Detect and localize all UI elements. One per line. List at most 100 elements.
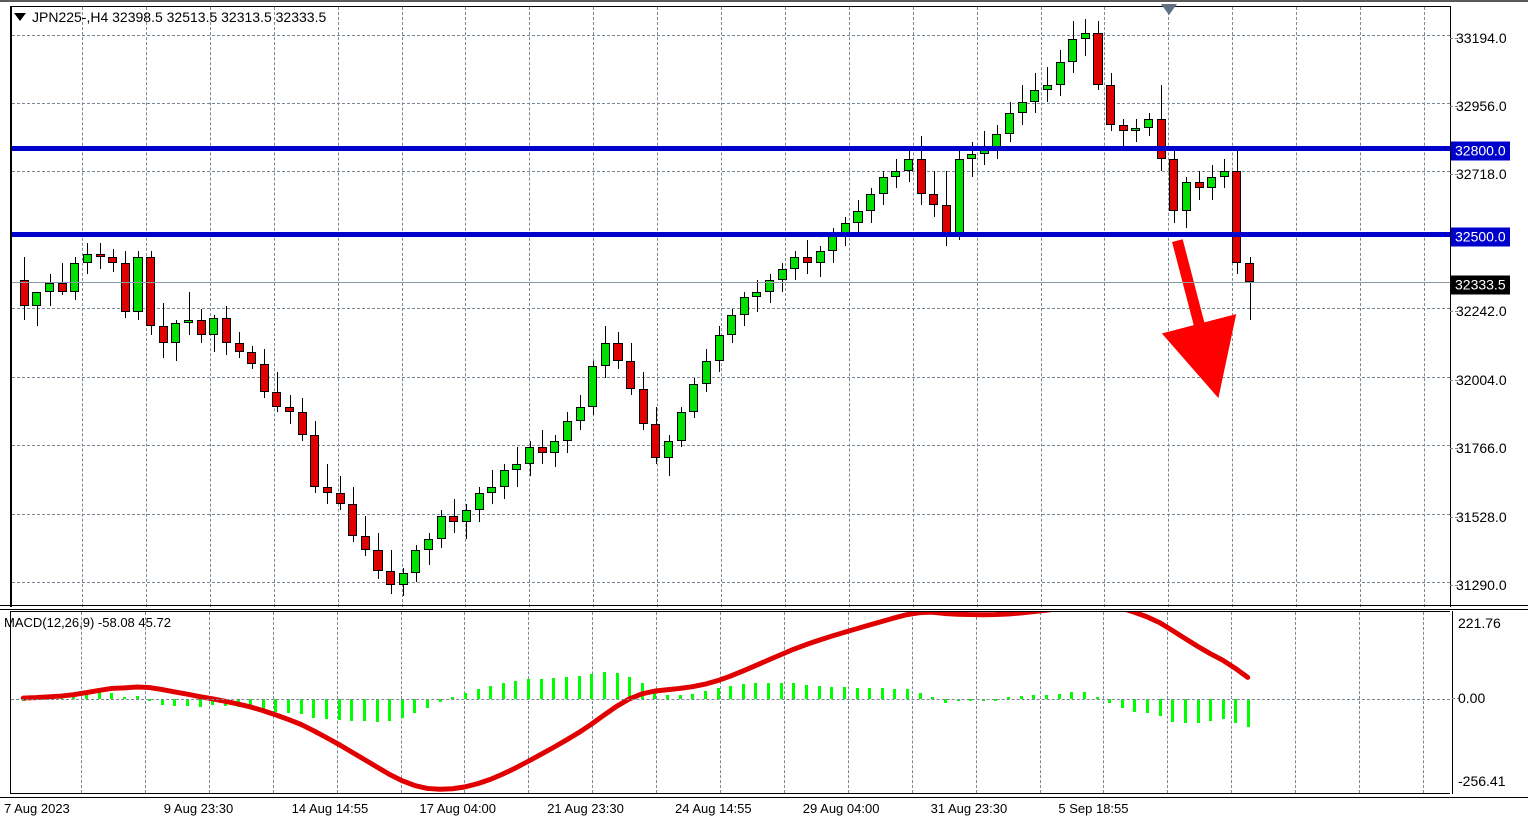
candle-body[interactable] <box>777 268 787 281</box>
candle-body[interactable] <box>1106 84 1116 125</box>
candle-body[interactable] <box>146 257 156 327</box>
candle-body[interactable] <box>954 159 964 235</box>
candle-body[interactable] <box>183 320 194 324</box>
candle-body[interactable] <box>82 254 93 263</box>
candle-body[interactable] <box>272 392 282 407</box>
candle-body[interactable] <box>297 412 307 436</box>
macd-plot-area[interactable] <box>10 611 1450 794</box>
price-axis[interactable]: 33194.0 32956.0 32718.0 32242.0 32004.0 31766… <box>1450 6 1528 607</box>
candle-body[interactable] <box>247 352 257 364</box>
candle-body[interactable] <box>1219 170 1229 177</box>
candle-body[interactable] <box>322 487 333 493</box>
candle-body[interactable] <box>676 412 686 442</box>
candle-body[interactable] <box>411 550 421 574</box>
candle-body[interactable] <box>689 383 699 413</box>
candle-body[interactable] <box>891 170 901 177</box>
price-plot-area[interactable] <box>10 6 1450 607</box>
candle-body[interactable] <box>1042 84 1053 91</box>
candle-body[interactable] <box>474 492 484 511</box>
support-level-line-32500[interactable] <box>12 232 1450 238</box>
candle-body[interactable] <box>765 280 775 292</box>
current-price-tag[interactable]: 32333.5 <box>1451 275 1510 295</box>
candle-body[interactable] <box>108 257 118 263</box>
candle-body[interactable] <box>790 257 800 269</box>
candle-body[interactable] <box>360 536 370 551</box>
candle-body[interactable] <box>310 435 320 488</box>
resistance-level-line-32800[interactable] <box>12 145 1450 151</box>
candle-body[interactable] <box>196 320 206 335</box>
candle-body[interactable] <box>714 334 724 361</box>
candle-body[interactable] <box>638 389 648 424</box>
candle-body[interactable] <box>1232 170 1242 263</box>
candle-body[interactable] <box>941 205 951 235</box>
candle-body[interactable] <box>259 363 269 393</box>
candle-body[interactable] <box>701 360 711 384</box>
candle-body[interactable] <box>903 159 914 171</box>
candle-body[interactable] <box>70 262 80 292</box>
candle-body[interactable] <box>1156 119 1166 160</box>
candle-body[interactable] <box>285 406 295 413</box>
candle-body[interactable] <box>158 326 168 344</box>
candle-body[interactable] <box>550 441 560 453</box>
candle-body[interactable] <box>967 153 977 160</box>
chart-top-marker[interactable] <box>1161 4 1177 15</box>
candle-body[interactable] <box>1093 32 1103 85</box>
candle-body[interactable] <box>1055 61 1065 85</box>
macd-axis[interactable]: 221.76 0.00 -256.41 <box>1452 611 1528 794</box>
candle-body[interactable] <box>600 343 610 367</box>
candle-body[interactable] <box>423 538 434 551</box>
symbol-header[interactable]: JPN225-,H4 32398.5 32513.5 32313.5 32333… <box>14 9 326 25</box>
candle-body[interactable] <box>1118 124 1128 131</box>
candle-body[interactable] <box>1143 119 1154 128</box>
candle-body[interactable] <box>1005 113 1015 134</box>
candle-body[interactable] <box>57 283 67 292</box>
candle-body[interactable] <box>663 441 674 459</box>
candle-body[interactable] <box>436 515 446 539</box>
level-tag-32800[interactable]: 32800.0 <box>1451 141 1510 161</box>
candle-body[interactable] <box>916 159 926 194</box>
candle-body[interactable] <box>120 262 130 312</box>
macd-header[interactable]: MACD(12,26,9) -58.08 45.72 <box>4 615 171 630</box>
candle-body[interactable] <box>133 257 143 312</box>
candle-body[interactable] <box>1030 90 1040 102</box>
candle-body[interactable] <box>461 510 471 522</box>
candle-body[interactable] <box>739 297 749 315</box>
candle-body[interactable] <box>171 323 181 344</box>
candle-body[interactable] <box>335 492 345 505</box>
candle-body[interactable] <box>853 211 863 223</box>
candle-body[interactable] <box>613 343 623 361</box>
candle-body[interactable] <box>45 283 55 292</box>
candle-body[interactable] <box>32 291 42 307</box>
candle-body[interactable] <box>802 257 813 263</box>
candle-body[interactable] <box>1207 176 1217 189</box>
candle-body[interactable] <box>878 176 888 194</box>
candle-body[interactable] <box>588 366 598 407</box>
candle-body[interactable] <box>221 317 231 344</box>
candle-body[interactable] <box>1080 32 1090 39</box>
candle-body[interactable] <box>209 317 219 335</box>
candle-body[interactable] <box>1017 101 1027 114</box>
candle-body[interactable] <box>449 515 459 522</box>
candle-body[interactable] <box>1194 182 1204 189</box>
candle-body[interactable] <box>373 550 383 571</box>
candle-body[interactable] <box>537 446 547 453</box>
level-tag-32500[interactable]: 32500.0 <box>1451 227 1510 247</box>
candle-body[interactable] <box>562 421 573 442</box>
macd-indicator-panel[interactable]: 221.76 0.00 -256.41 MACD(12,26,9) -58.08… <box>0 611 1528 797</box>
candle-body[interactable] <box>727 314 737 335</box>
candle-body[interactable] <box>1068 38 1078 62</box>
candle-body[interactable] <box>1245 262 1255 283</box>
candle-body[interactable] <box>815 251 825 263</box>
candle-body[interactable] <box>1181 182 1191 212</box>
candle-body[interactable] <box>19 280 29 307</box>
down-arrow-annotation[interactable] <box>12 7 1450 607</box>
triangle-down-icon[interactable] <box>14 13 26 22</box>
candle-body[interactable] <box>651 423 661 459</box>
candle-body[interactable] <box>752 291 762 298</box>
price-chart-panel[interactable]: 33194.0 32956.0 32718.0 32242.0 32004.0 31766… <box>0 0 1528 607</box>
candle-body[interactable] <box>1169 159 1179 212</box>
candle-body[interactable] <box>626 360 636 390</box>
candle-body[interactable] <box>398 573 408 585</box>
candle-body[interactable] <box>234 343 244 353</box>
candle-body[interactable] <box>525 446 535 465</box>
